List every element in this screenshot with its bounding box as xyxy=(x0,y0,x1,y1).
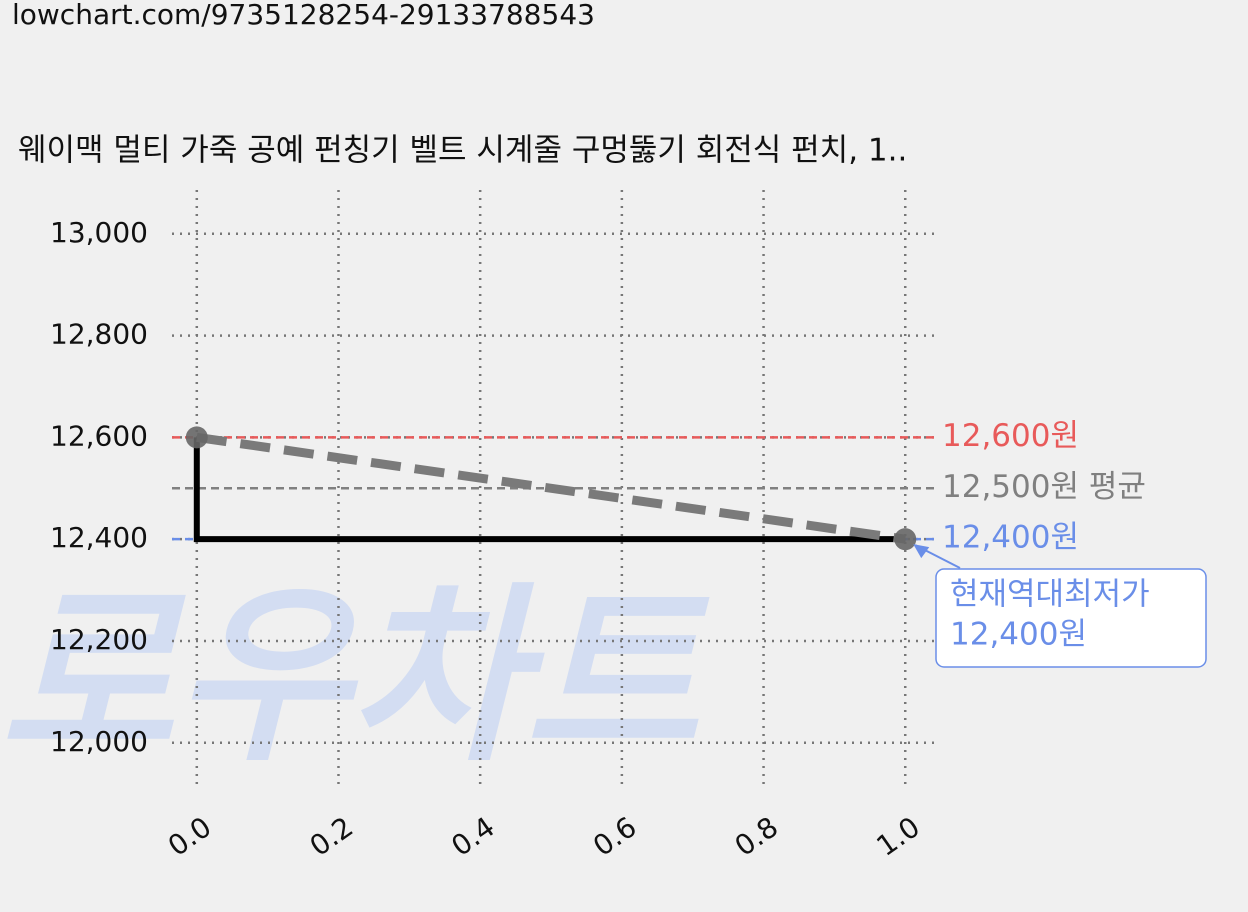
line xyxy=(193,437,906,543)
watermark: 로우차트 xyxy=(0,566,710,787)
y-tick-label: 12,400 xyxy=(50,521,148,554)
reference-label: 12,600원 xyxy=(942,418,1079,454)
arrow-head xyxy=(913,544,930,559)
chart-title: 웨이맥 멀티 가죽 공예 펀칭기 벨트 시계줄 구멍뚫기 회전식 펀치, 1.. xyxy=(18,133,907,169)
point xyxy=(185,426,208,449)
point xyxy=(894,528,917,551)
y-tick-label: 12,600 xyxy=(50,419,148,452)
reference-label: 12,500원 평균 xyxy=(942,469,1146,505)
y-tick-label: 12,800 xyxy=(50,318,148,351)
y-tick-label: 13,000 xyxy=(50,216,148,249)
source-url: lowchart.com/9735128254-29133788543 xyxy=(12,0,595,31)
x-tick-label: 0.0 xyxy=(162,810,217,863)
reference-label: 12,400원 xyxy=(942,520,1079,556)
y-tick-label: 12,000 xyxy=(50,725,148,758)
x-tick-label: 0.8 xyxy=(729,810,784,863)
x-tick-label: 0.6 xyxy=(587,810,642,863)
annotation-text: 현재역대최저가 xyxy=(950,577,1150,613)
x-tick-label: 0.2 xyxy=(304,810,359,863)
x-tick-label: 0.4 xyxy=(445,810,500,863)
x-tick-label: 1.0 xyxy=(870,810,925,863)
annotation-text: 12,400원 xyxy=(950,617,1087,653)
line xyxy=(196,432,906,544)
annotation-box xyxy=(935,568,1207,668)
y-tick-label: 12,200 xyxy=(50,623,148,656)
